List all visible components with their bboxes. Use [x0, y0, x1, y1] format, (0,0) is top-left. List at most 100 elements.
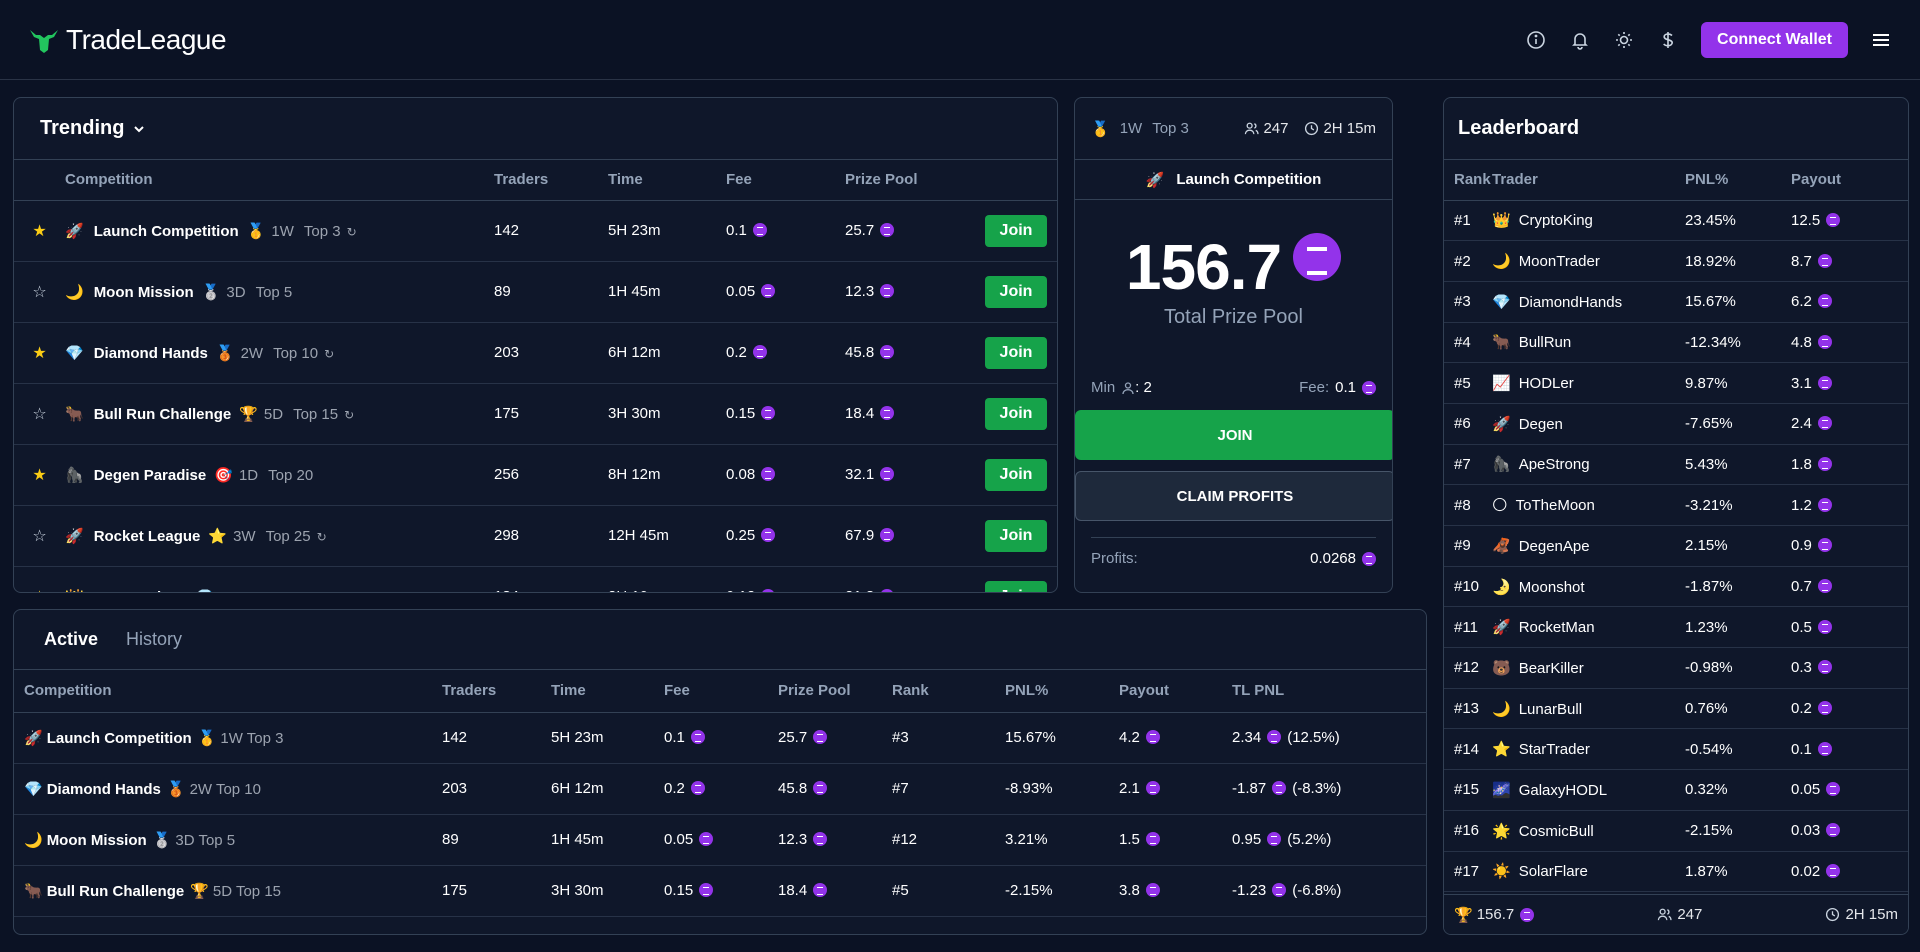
sol-token-icon	[699, 832, 714, 846]
position-row[interactable]: 💎 Diamond Hands 🥉 2W Top 10 203 6H 12m 0.2 45.8…	[14, 763, 1426, 815]
trending-dropdown[interactable]: Trending	[14, 98, 1057, 160]
payout-cell: 8.7	[1791, 240, 1908, 282]
leaderboard-row[interactable]: #17 ☀️ SolarFlare 1.87% 0.02	[1444, 851, 1908, 893]
claim-profits-button[interactable]: CLAIM PROFITS	[1075, 471, 1392, 521]
leaderboard-row[interactable]: #13 🌙 LunarBull 0.76% 0.2	[1444, 688, 1908, 730]
payout-cell: 2.4	[1791, 403, 1908, 445]
leaderboard-row[interactable]: #3 💎 DiamondHands 15.67% 6.2	[1444, 281, 1908, 323]
tab-active[interactable]: Active	[44, 629, 99, 649]
fee-cell: 0.2	[664, 763, 778, 815]
trending-row[interactable]: ☆ 🚀 Rocket League ⭐ 3W Top 25 ↻ 298 12H 45m 0.25 6…	[14, 505, 1057, 567]
prize-cell: 32.1	[845, 444, 985, 506]
connect-wallet-button[interactable]: Connect Wallet	[1701, 21, 1848, 58]
fee-cell: 0.1	[726, 200, 845, 262]
col-pnl: PNL%	[1005, 670, 1119, 713]
competition-emoji: 🐂	[24, 882, 43, 900]
position-row[interactable]: 🐂 Bull Run Challenge 🏆 5D Top 15 175 3H 30m 0.…	[14, 865, 1426, 917]
position-row[interactable]: 🌙 Moon Mission 🥈 3D Top 5 89 1H 45m 0.05 12.3 #1…	[14, 814, 1426, 866]
tab-history[interactable]: History	[126, 629, 183, 649]
sol-token-icon	[880, 345, 895, 359]
min-label: Min	[1091, 379, 1116, 396]
pnl-cell: -3.21%	[1685, 484, 1791, 526]
trending-row[interactable]: ☆ 🐂 Bull Run Challenge 🏆 5D Top 15 ↻ 175 3H 30m 0…	[14, 383, 1057, 445]
fee-value: 0.05	[664, 831, 694, 848]
medal-icon: 🥇	[246, 222, 266, 240]
detail-competition-name: Launch Competition	[1176, 171, 1322, 188]
leaderboard-row[interactable]: #4 🐂 BullRun -12.34% 4.8	[1444, 322, 1908, 364]
trending-panel: Trending Competition Traders Time Fee Pr…	[13, 97, 1058, 593]
star-filled-icon[interactable]: ★	[32, 589, 46, 593]
brand-name: TradeLeague	[66, 23, 227, 55]
leaderboard-row[interactable]: #5 📈 HODLer 9.87% 3.1	[1444, 362, 1908, 404]
leaderboard-row[interactable]: #11 🚀 RocketMan 1.23% 0.5	[1444, 606, 1908, 649]
brand-logo[interactable]: TradeLeague	[28, 23, 227, 56]
rank-cell: #13	[1444, 688, 1492, 730]
col-fee: Fee	[664, 670, 778, 713]
sun-icon[interactable]	[1613, 29, 1635, 51]
leaderboard-row[interactable]: #7 🦍 ApeStrong 5.43% 1.8	[1444, 444, 1908, 486]
profits-label: Profits:	[1091, 550, 1138, 567]
star-filled-icon[interactable]: ★	[32, 222, 47, 240]
join-button[interactable]: JOIN	[1075, 410, 1392, 460]
leaderboard-row[interactable]: #2 🌙 MoonTrader 18.92% 8.7	[1444, 240, 1908, 282]
star-filled-icon[interactable]: ★	[32, 344, 47, 362]
trending-row[interactable]: ☆ 🌙 Moon Mission 🥈 3D Top 5 89 1H 45m 0.05 12.3 Jo…	[14, 261, 1057, 323]
trending-row[interactable]: ★ 💎 Diamond Hands 🥉 2W Top 10 ↻ 203 6H 12m 0.2 45.…	[14, 322, 1057, 384]
dollar-icon[interactable]	[1657, 29, 1679, 51]
join-button[interactable]: Join	[985, 336, 1047, 369]
leaderboard-row[interactable]: #1 👑 CryptoKing 23.45% 12.5	[1444, 200, 1908, 242]
star-outline-icon[interactable]: ☆	[32, 283, 47, 301]
pnl-cell: -1.87%	[1685, 566, 1791, 608]
repeat-icon: ↻	[324, 346, 335, 361]
sol-token-icon	[1817, 619, 1832, 634]
competition-emoji: 🌙	[65, 283, 84, 301]
competition-name: Diamond Hands	[93, 344, 208, 362]
tl-pnl-cell: -1.23 (-6.8%)	[1232, 865, 1426, 917]
rank-cell: #8	[1444, 484, 1492, 526]
join-button[interactable]: Join	[985, 458, 1047, 491]
trending-row[interactable]: ★ 🚀 Launch Competition 🥇 1W Top 3 ↻ 142 5H 23m 0.…	[14, 200, 1057, 262]
bell-icon[interactable]	[1569, 29, 1591, 51]
leaderboard-row[interactable]: #15 🌌 GalaxyHODL 0.32% 0.05	[1444, 769, 1908, 811]
leaderboard-row[interactable]: #8 🌕 ToTheMoon -3.21% 1.2	[1444, 484, 1908, 526]
trader-name: CosmicBull	[1518, 822, 1594, 840]
join-button[interactable]: Join	[985, 519, 1047, 552]
competition-name: Degen Paradise	[93, 466, 207, 484]
sol-token-icon	[1362, 380, 1376, 395]
leaderboard-row[interactable]: #16 🌟 CosmicBull -2.15% 0.03	[1444, 810, 1908, 852]
trader-name: MoonTrader	[1518, 253, 1600, 271]
duration-tag: 5D	[263, 405, 284, 423]
menu-icon[interactable]	[1870, 29, 1892, 51]
join-button[interactable]: Join	[985, 275, 1047, 308]
leaderboard-row[interactable]: #10 🌛 Moonshot -1.87% 0.7	[1444, 566, 1908, 608]
leaderboard-row[interactable]: #12 🐻 BearKiller -0.98% 0.3	[1444, 647, 1908, 689]
chevron-down-icon	[134, 125, 145, 132]
star-outline-icon[interactable]: ☆	[32, 527, 47, 545]
sol-token-icon	[1817, 334, 1832, 349]
join-button[interactable]: Join	[985, 214, 1047, 247]
star-filled-icon[interactable]: ★	[32, 466, 47, 484]
pnl-cell: -0.54%	[1685, 728, 1791, 771]
time-cell: 6H 12m	[551, 763, 664, 815]
info-icon[interactable]	[1525, 29, 1547, 51]
competition-emoji: 🦍	[65, 466, 84, 484]
sol-token-icon	[880, 284, 895, 298]
join-button[interactable]: Join	[985, 397, 1047, 430]
competition-emoji: 🚀	[24, 729, 43, 747]
fee-value: 0.1	[1335, 379, 1356, 396]
trending-row[interactable]: ★ 👑 Crypto Kings 💎 1D Top 3 1342H 10m0.12 21.3 J…	[14, 566, 1057, 593]
payout-value: 0.2	[1791, 700, 1812, 718]
leaderboard-row[interactable]: #14 ⭐ StarTrader -0.54% 0.1	[1444, 728, 1908, 771]
trader-emoji: 👑	[1492, 212, 1511, 230]
col-tl-pnl: TL PNL	[1232, 670, 1426, 713]
payout-value: 0.05	[1791, 781, 1821, 799]
star-outline-icon[interactable]: ☆	[32, 405, 47, 423]
leaderboard-row[interactable]: #9 🦧 DegenApe 2.15% 0.9	[1444, 525, 1908, 567]
join-button[interactable]: Join	[985, 580, 1047, 592]
col-time: Time	[608, 160, 726, 201]
trending-row[interactable]: ★ 🦍 Degen Paradise 🎯 1D Top 20 256 8H 12m 0.08 32…	[14, 444, 1057, 506]
leaderboard-row[interactable]: #6 🚀 Degen -7.65% 2.4	[1444, 403, 1908, 445]
position-row[interactable]: 🚀 Launch Competition 🥇 1W Top 3 142 5H 23m 0.1…	[14, 712, 1426, 764]
user-icon	[1122, 381, 1134, 394]
pnl-cell: -0.98%	[1685, 647, 1791, 689]
